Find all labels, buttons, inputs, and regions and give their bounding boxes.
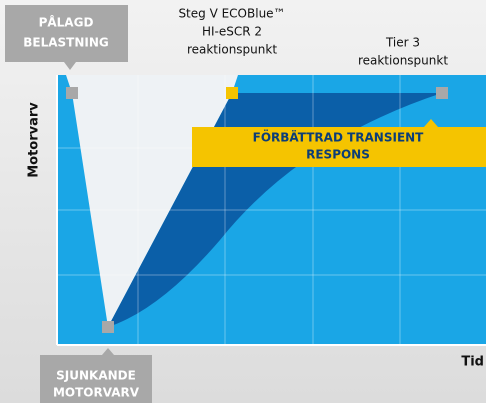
low-marker [102, 321, 114, 333]
improved-area [108, 93, 442, 327]
label: Steg V ECOBlue™ [178, 7, 285, 21]
stage-v-marker [226, 87, 238, 99]
callout-text: RESPONS [306, 148, 370, 162]
label: Tier 3 [385, 36, 420, 50]
load-marker [66, 87, 78, 99]
improved-callout [192, 119, 486, 167]
load-callout [5, 5, 128, 70]
drop-callout [40, 348, 152, 403]
callout-text: SJUNKANDE [56, 369, 136, 383]
callout-text: MOTORVARV [53, 386, 140, 400]
callout-text: PÅLAGD [39, 15, 94, 30]
callout-text: FÖRBÄTTRAD TRANSIENT [253, 130, 425, 145]
label: HI-eSCR 2 [202, 25, 262, 39]
x-axis-label: Tid [461, 355, 484, 370]
label: reaktionspunkt [358, 54, 448, 68]
callout-text: BELASTNING [23, 36, 109, 50]
tier3-marker [436, 87, 448, 99]
y-axis-label: Motorvarv [27, 102, 42, 178]
label: reaktionspunkt [187, 43, 277, 57]
